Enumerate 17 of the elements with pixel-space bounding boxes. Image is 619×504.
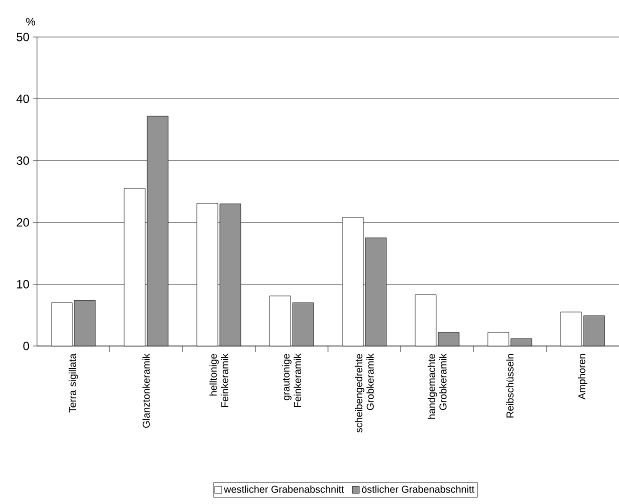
x-tick-label: Terra sigillata	[68, 354, 78, 413]
y-tick-label: 40	[16, 94, 30, 104]
x-tick-label: Reibschüsseln	[506, 354, 514, 418]
x-tick-label: Glanztonkeramik	[142, 354, 150, 428]
x-tick-label: scheibengedrehte Grobkeramik	[354, 354, 374, 432]
y-axis-title: %	[26, 18, 36, 26]
y-tick-label: 30	[16, 156, 30, 165]
x-tick-label: grautonige Feinkeramik	[282, 354, 302, 407]
y-tick-label: 10	[17, 280, 30, 288]
x-tick-label: Amphoren	[578, 354, 588, 400]
y-tick-label: 0	[23, 342, 30, 350]
legend-label: östlicher Grabenabschnitt	[362, 486, 474, 493]
legend-label: westlicher Grabenabschnitt	[224, 486, 344, 493]
x-tick-label: helltonige Feinkeramik	[209, 354, 228, 407]
y-tick-label: 20	[16, 218, 30, 227]
y-tick-label: 50	[16, 32, 30, 42]
x-tick-label: handgemachte Grobkeramik	[428, 354, 447, 419]
